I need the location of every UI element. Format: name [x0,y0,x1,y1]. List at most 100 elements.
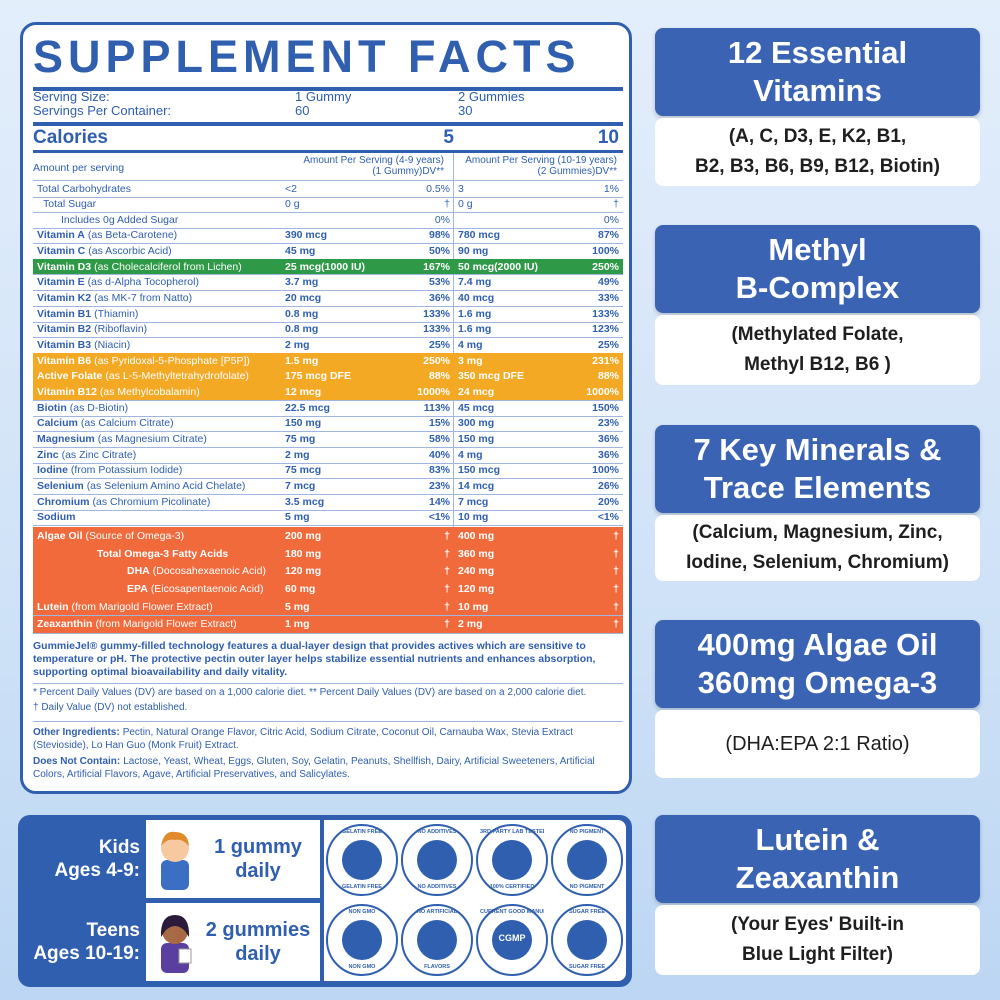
feature-header: 12 Essential Vitamins [655,28,980,116]
dv-2: 0% [603,213,619,226]
age-group-line: Teens [86,920,140,941]
amount-2: 350 mcg DFE [458,370,524,383]
badge-inner [567,920,607,960]
amount-2: 300 mg [458,417,495,430]
badge: NO PIGMENT NO PIGMENT [551,824,623,896]
nutrient-name: Vitamin B1 (Thiamin) [37,307,139,320]
nutrient-detail: (Eicosapentaenoic Acid) [150,582,264,595]
nutrient-name: Lutein (from Marigold Flower Extract) [37,600,213,613]
amount-1: 390 mcg [285,229,328,242]
badge-inner [342,840,382,880]
dv-2: 123% [592,323,619,336]
nutrient-name: Magnesium (as Magnesium Citrate) [37,433,207,446]
dv-2: † [613,198,619,211]
amount-1: 25 mcg(1000 IU) [285,260,365,273]
dv-2: 36% [597,433,619,446]
amount-2: 40 mcg [458,292,495,304]
facts-row: Vitamin E (as d-Alpha Tocopherol) 3.7 mg 53… [33,275,623,292]
amount-1: 200 mg [285,529,322,542]
amount-col1: (1 Gummy)DV** [372,166,444,177]
dv-1: 0.5% [426,182,450,195]
badges: GELATIN FREE GELATIN FREE NO ADDITIVES NO A… [324,820,626,981]
amount-2: 10 mg [458,511,489,524]
nutrient-name: Sodium [37,511,76,524]
nutrient-detail: (Docosahexaenoic Acid) [152,565,266,578]
badge-inner [492,920,532,960]
feature-detail: (Methylated Folate, Methyl B12, B6 ) [655,315,980,385]
badge-inner [567,840,607,880]
amount-1: 0.8 mg [285,323,319,336]
feature-title: Zeaxanthin [735,860,900,895]
nutrient-detail: (as Magnesium Citrate) [97,433,207,446]
dv-2: 25% [597,339,619,352]
nutrient-detail: (as Selenium Amino Acid Chelate) [86,480,246,493]
facts-row: Includes 0g Added Sugar 0% 0% [33,212,623,229]
badge-bottom: NO ADDITIVES [417,884,457,890]
nutrient-detail: (from Potassium Iodide) [70,464,183,477]
nutrient-name: Vitamin E (as d-Alpha Tocopherol) [37,276,199,289]
dv-1: 58% [428,433,450,446]
dv-2: 23% [597,417,619,430]
facts-row: Chromium (as Chromium Picolinate) 3.5 mcg 1… [33,494,623,511]
dv-1: † [444,565,450,578]
dv-1: 250% [423,354,450,367]
dv-1: † [444,600,450,613]
amount-1: 75 mg [285,433,316,446]
dv-1: † [444,547,450,560]
calories-col1: 5 [443,127,454,148]
age-group: Teens Ages 10-19: [18,903,144,981]
dv-2: 87% [597,229,619,242]
badge-top: NO PIGMENT [569,829,605,835]
amount-1: 60 mg [285,582,316,595]
dose-cell: 2 gummies daily [146,903,320,981]
dv-1: 25% [428,339,450,352]
dv-1: 113% [423,401,450,414]
age-group-line: Ages 10-19: [33,943,140,964]
facts-row: Vitamin B3 (Niacin) 2 mg 25% 4 mg 25% [33,337,623,354]
amount-1: 5 mg [285,511,310,524]
dv-1: 36% [428,292,450,304]
serving-col2: 30 [458,103,473,118]
nutrient-detail: (as Beta-Carotene) [87,229,178,242]
facts-row: EPA (Eicosapentaenoic Acid) 60 mg † 120 mg † [33,580,623,599]
amount-col1: Amount Per Serving (4-9 years) [303,155,444,166]
amount-2: 150 mcg [458,464,501,477]
dv-1: 23% [428,480,450,493]
serving-label: Servings Per Container: [33,103,172,118]
nutrient-name: Zinc (as Zinc Citrate) [37,448,137,461]
facts-row: Sodium 5 mg <1% 10 mg <1% [33,510,623,527]
badge-bottom: NON GMO [348,964,376,970]
dose-amount: 1 gummy daily [198,820,318,898]
facts-title: SUPPLEMENT FACTS [33,31,581,82]
amount-2: 90 mg [458,244,489,257]
nutrient-name: Chromium (as Chromium Picolinate) [37,495,211,508]
facts-row: Magnesium (as Magnesium Citrate) 75 mg 58% 1… [33,431,623,448]
rule [33,122,623,126]
dv-2: 231% [592,354,619,367]
dose-amount-line: daily [235,943,281,965]
feature-header: 7 Key Minerals & Trace Elements [655,425,980,513]
not-contain-text: Lactose, Yeast, Wheat, Eggs, Gluten, Soy… [33,756,595,780]
nutrient-name: Active Folate (as L-5-Methyltetrahydrofol… [37,370,249,383]
nutrient-name: Vitamin D3 (as Cholecalciferol from Liche… [37,260,242,273]
not-contain-label: Does Not Contain: [33,756,121,767]
amount-2: 7.4 mg [458,276,492,289]
facts-row: Active Folate (as L-5-Methyltetrahydrofol… [33,368,623,386]
facts-row: Total Sugar 0 g † 0 g † [33,197,623,213]
nutrient-name: Vitamin B3 (Niacin) [37,339,131,352]
age-group: Kids Ages 4-9: [18,820,144,898]
amount-1: 5 mg [285,600,310,613]
amount-1: 45 mg [285,244,316,257]
feature-header: Lutein & Zeaxanthin [655,815,980,903]
serving-label: Serving Size: [33,89,110,104]
gummiejel-note: GummieJel® gummy-filled technology featu… [33,640,596,678]
dv-1: 0% [434,213,450,226]
badge-bottom: SUGAR FREE [568,964,606,970]
nutrient-detail: (as Zinc Citrate) [61,448,137,461]
dv-2: 1% [603,182,619,195]
feature-title: Vitamins [753,73,882,108]
nutrient-name: Vitamin B2 (Riboflavin) [37,323,148,336]
amount-2: 45 mcg [458,401,495,414]
nutrient-name: Vitamin C (as Ascorbic Acid) [37,244,172,257]
dv-2: † [613,529,619,542]
